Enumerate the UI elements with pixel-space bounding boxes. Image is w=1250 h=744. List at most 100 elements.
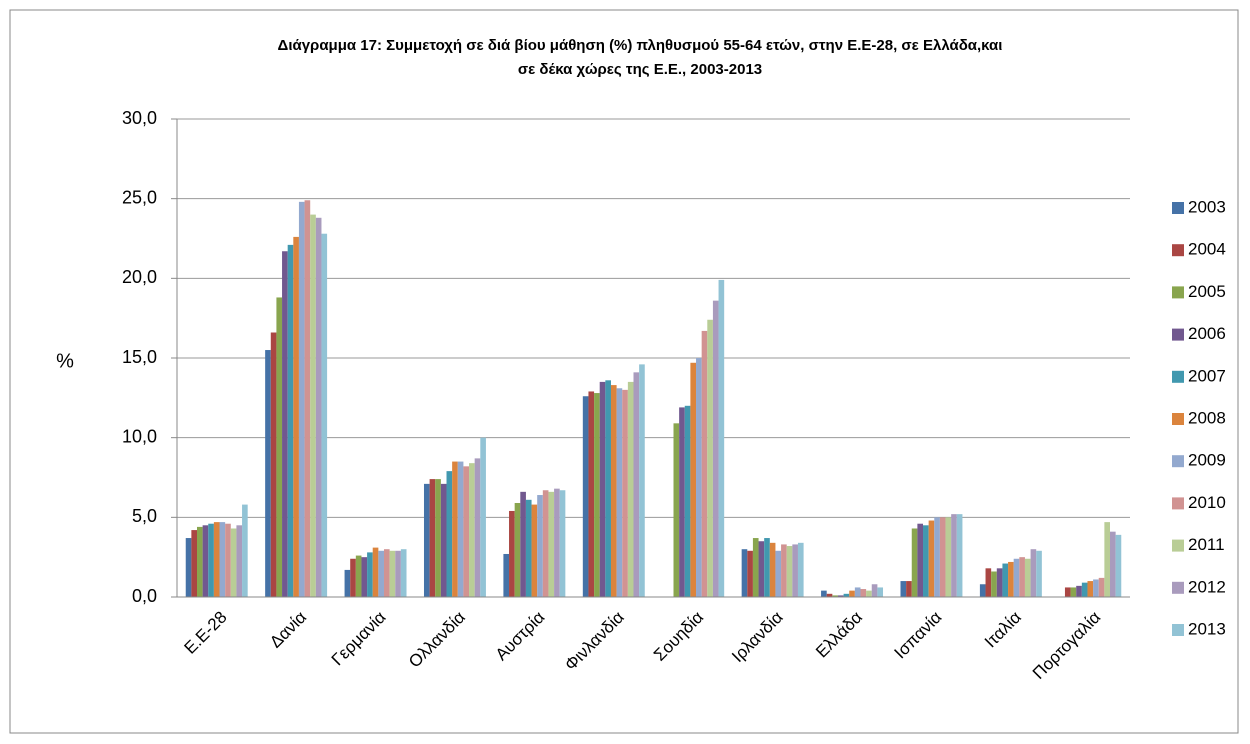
bar: [622, 389, 628, 597]
bar: [435, 479, 441, 597]
bar: [503, 553, 510, 597]
bar: [701, 330, 708, 597]
bar: [298, 201, 305, 597]
bar: [208, 523, 214, 597]
bar: [321, 233, 328, 597]
bar: [282, 251, 288, 597]
bar: [764, 538, 770, 597]
bar: [747, 550, 753, 597]
bar: [582, 396, 589, 597]
y-axis-label: %: [56, 350, 74, 372]
bar: [832, 595, 838, 597]
bar: [514, 502, 521, 597]
bar: [457, 461, 464, 597]
y-tick-label: 30,0: [122, 108, 157, 128]
bar: [917, 523, 924, 597]
bar: [423, 483, 430, 597]
bar: [344, 569, 351, 597]
bar: [446, 471, 453, 597]
bar: [741, 549, 748, 597]
bar: [1098, 577, 1105, 597]
bar: [202, 525, 209, 597]
bar: [939, 517, 946, 597]
bar: [786, 546, 793, 597]
legend-label: 2004: [1188, 240, 1226, 259]
bar: [265, 350, 271, 597]
bar: [860, 589, 867, 597]
bar: [213, 522, 220, 597]
legend-label: 2012: [1188, 577, 1226, 596]
bar: [287, 244, 294, 597]
bar: [956, 514, 963, 597]
bar: [599, 381, 606, 597]
bar: [219, 522, 226, 597]
legend-label: 2009: [1188, 451, 1226, 470]
bar: [548, 491, 555, 597]
bar: [951, 514, 957, 597]
bar: [1064, 587, 1071, 597]
bar: [367, 552, 373, 597]
bar: [304, 200, 311, 597]
bar: [588, 391, 595, 597]
bar: [945, 517, 952, 597]
bar: [781, 544, 787, 597]
bar: [1036, 550, 1042, 597]
bar: [906, 581, 912, 597]
bar: [991, 571, 997, 597]
bar: [1081, 582, 1088, 597]
legend-swatch: [1172, 244, 1184, 257]
bar: [315, 217, 322, 597]
bar: [1104, 522, 1111, 597]
legend-swatch: [1172, 370, 1184, 383]
bar: [594, 393, 600, 597]
bar: [900, 581, 907, 597]
bar: [673, 423, 680, 597]
bar: [1110, 531, 1116, 597]
y-tick-label: 15,0: [122, 347, 157, 367]
bar: [684, 405, 691, 597]
bar: [270, 332, 277, 597]
bar: [242, 504, 248, 597]
bar: [554, 488, 560, 597]
bar: [1093, 579, 1099, 597]
bar: [1070, 587, 1077, 597]
chart-title: Διάγραμμα 17: Συμμετοχή σε διά βίου μάθη…: [278, 37, 1003, 54]
bar: [854, 587, 861, 597]
bar: [696, 358, 702, 597]
bar: [758, 541, 765, 597]
bar: [310, 214, 316, 597]
bar: [979, 584, 986, 597]
bar: [378, 550, 384, 597]
bar: [866, 590, 872, 597]
bar: [877, 587, 884, 597]
bar: [276, 297, 283, 597]
legend-swatch: [1172, 497, 1184, 510]
bar: [372, 547, 379, 597]
legend-label: 2011: [1188, 535, 1225, 554]
bar: [985, 568, 992, 597]
bar: [605, 380, 611, 597]
bar: [474, 458, 481, 597]
bar: [775, 550, 782, 597]
bar: [1002, 563, 1009, 597]
bar: [463, 466, 470, 597]
legend-label: 2005: [1188, 282, 1226, 301]
chart-border: [9, 9, 1239, 734]
bar: [797, 542, 804, 597]
bar: [350, 558, 356, 597]
bar: [821, 590, 827, 597]
bar: [690, 362, 697, 597]
bar: [718, 279, 725, 597]
bar: [996, 568, 1003, 597]
bar: [1024, 558, 1031, 597]
bar: [928, 520, 935, 597]
legend-swatch: [1172, 539, 1184, 552]
legend-label: 2008: [1188, 408, 1226, 427]
bar: [1013, 558, 1020, 597]
bar: [230, 528, 237, 597]
y-tick-label: 5,0: [132, 506, 157, 526]
bar: [843, 593, 850, 597]
bar: [1076, 585, 1082, 597]
legend-swatch: [1172, 581, 1184, 594]
